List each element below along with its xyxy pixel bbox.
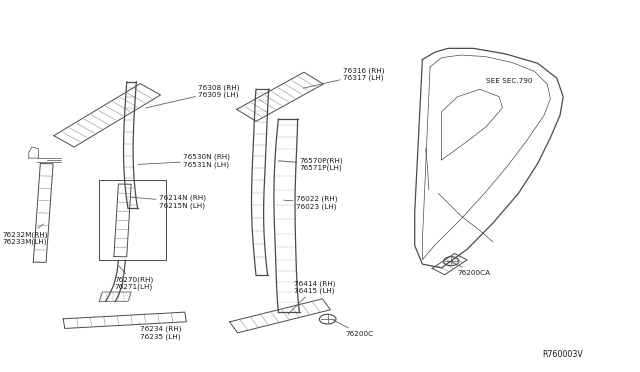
Bar: [99, 180, 166, 260]
Text: SEE SEC.790: SEE SEC.790: [486, 78, 533, 84]
Text: 76308 (RH)
76309 (LH): 76308 (RH) 76309 (LH): [146, 84, 240, 108]
Text: 76200C: 76200C: [333, 320, 374, 337]
Text: 76530N (RH)
76531N (LH): 76530N (RH) 76531N (LH): [138, 154, 230, 168]
Text: 76234 (RH)
76235 (LH): 76234 (RH) 76235 (LH): [140, 323, 181, 340]
Text: 76270(RH)
76271(LH): 76270(RH) 76271(LH): [114, 266, 153, 291]
Text: 76414 (RH)
76415 (LH): 76414 (RH) 76415 (LH): [288, 280, 336, 314]
Text: 76316 (RH)
76317 (LH): 76316 (RH) 76317 (LH): [303, 67, 385, 88]
Text: 76232M(RH)
76233M(LH): 76232M(RH) 76233M(LH): [2, 224, 47, 245]
Text: 76570P(RH)
76571P(LH): 76570P(RH) 76571P(LH): [278, 157, 343, 171]
Text: 76200CA: 76200CA: [452, 262, 490, 276]
Text: 76022 (RH)
76023 (LH): 76022 (RH) 76023 (LH): [284, 196, 337, 210]
Text: 76214N (RH)
76215N (LH): 76214N (RH) 76215N (LH): [131, 195, 205, 209]
Text: R760003V: R760003V: [543, 350, 584, 359]
